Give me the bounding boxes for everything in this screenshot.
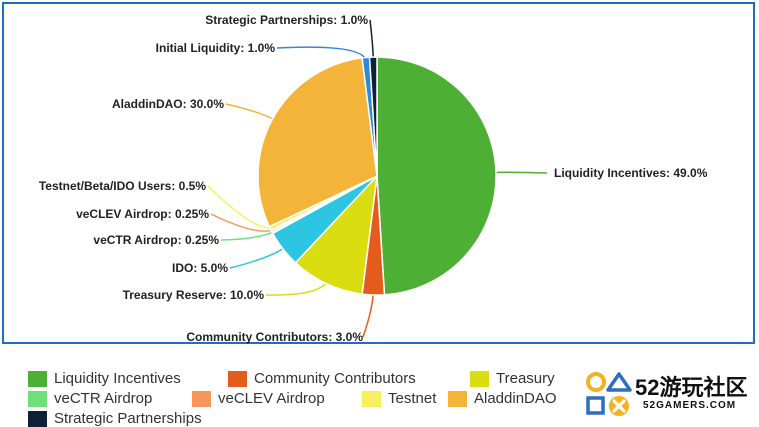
watermark-url: 52GAMERS.COM (643, 400, 737, 411)
legend-label: Testnet (388, 390, 437, 407)
legend-item-liquidity-incentives: Liquidity Incentives (28, 370, 181, 387)
legend-item-vectr-airdrop: veCTR Airdrop (28, 390, 152, 407)
slice-data-label: veCTR Airdrop: 0.25% (93, 233, 219, 247)
slice-data-label: Treasury Reserve: 10.0% (123, 288, 265, 302)
slice-data-label: Strategic Partnerships: 1.0% (205, 13, 368, 27)
leader-line (362, 290, 375, 338)
legend-swatch (192, 390, 211, 407)
legend-label: Community Contributors (254, 370, 416, 387)
slice-data-label: Community Contributors: 3.0% (186, 330, 363, 344)
legend-item-community-contributors: Community Contributors (228, 370, 416, 387)
leader-line (220, 229, 277, 241)
legend-swatch (28, 370, 47, 387)
leader-line (229, 245, 287, 269)
pie-slice-aladdindao (257, 57, 378, 228)
leader-line (491, 171, 548, 174)
legend-label: veCLEV Airdrop (218, 390, 325, 407)
watermark-logo-icon (586, 372, 632, 416)
legend-label: Liquidity Incentives (54, 370, 181, 387)
slice-data-label: Testnet/Beta/IDO Users: 0.5% (39, 179, 206, 193)
watermark-name: 52游玩社区 (635, 375, 748, 400)
legend-label: veCTR Airdrop (54, 390, 153, 407)
legend-item-aladdindao: AladdinDAO (448, 390, 557, 407)
legend-item-treasury: Treasury (470, 370, 555, 387)
slice-data-label: IDO: 5.0% (172, 261, 228, 275)
legend-swatch (362, 390, 381, 407)
slice-data-label: Initial Liquidity: 1.0% (156, 41, 276, 55)
legend-swatch (28, 410, 47, 427)
pie-chart: Liquidity Incentives: 49.0% Community Con… (39, 13, 708, 344)
legend-swatch (28, 390, 47, 407)
legend-label: AladdinDAO (474, 390, 557, 407)
legend-label: Strategic Partnerships (54, 410, 202, 427)
legend-label: Treasury (496, 370, 555, 387)
watermark: 52游玩社区 52GAMERS.COM (585, 370, 755, 420)
pie-slice-strategic-partnerships (368, 56, 378, 177)
slice-data-label: AladdinDAO: 30.0% (112, 97, 224, 111)
legend-item-strategic-partnerships: Strategic Partnerships (28, 410, 202, 427)
legend-swatch (470, 370, 489, 387)
legend-swatch (448, 390, 467, 407)
leader-line (265, 279, 329, 296)
slice-data-label: Liquidity Incentives: 49.0% (554, 166, 708, 180)
pie-slice-treasury (294, 173, 379, 295)
slice-data-label: veCLEV Airdrop: 0.25% (76, 207, 209, 221)
legend-swatch (228, 370, 247, 387)
leader-line (225, 103, 277, 122)
legend-item-veclev-airdrop: veCLEV Airdrop (192, 390, 325, 407)
leader-line (369, 19, 375, 62)
legend-item-testnet: Testnet (362, 390, 436, 407)
chart-frame: Liquidity Incentives: 49.0% Community Con… (2, 2, 755, 344)
legend: Liquidity Incentives Community Contribut… (28, 368, 588, 427)
pie-slice-liquidity-incentives (376, 56, 497, 296)
